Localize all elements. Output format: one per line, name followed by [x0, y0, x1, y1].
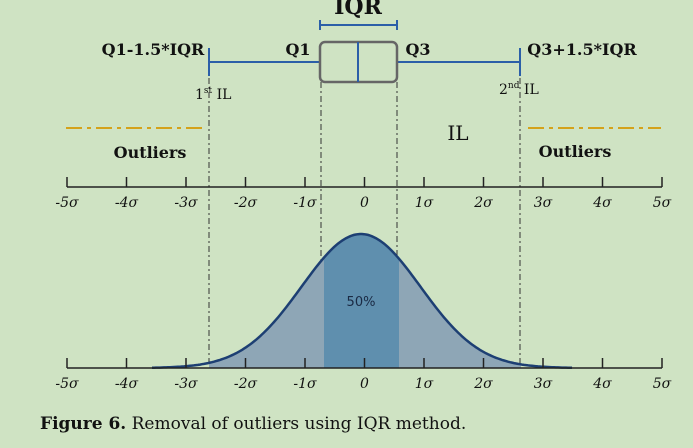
figure-caption: Figure 6. Removal of outliers using IQR …	[40, 414, 466, 434]
iqr-label: IQR	[334, 0, 382, 20]
q3-label: Q3	[405, 40, 430, 59]
q1-label: Q1	[285, 40, 310, 59]
lower-axis-tick-label-7: 2σ	[473, 376, 493, 392]
q1-minus-label: Q1-1.5*IQR	[102, 40, 205, 59]
lower-axis-tick-label-9: 4σ	[592, 376, 612, 392]
upper-axis-tick-label-10: 5σ	[653, 195, 672, 211]
upper-axis-tick-label-1: -4σ	[115, 195, 139, 211]
second-il-label: 2nd IL	[499, 81, 539, 98]
outliers-left-label: Outliers	[114, 143, 187, 162]
caption-text: Removal of outliers using IQR method.	[126, 414, 467, 434]
upper-axis-tick-label-4: -1σ	[293, 195, 317, 211]
lower-axis-tick-label-0: -5σ	[55, 376, 79, 392]
lower-axis-tick-label-10: 5σ	[653, 376, 672, 392]
lower-axis-tick-label-1: -4σ	[115, 376, 139, 392]
il-label: IL	[447, 121, 468, 145]
upper-axis-tick-label-3: -2σ	[234, 195, 258, 211]
upper-axis-tick-label-7: 2σ	[473, 195, 493, 211]
lower-axis-tick-label-6: 1σ	[415, 376, 434, 392]
lower-axis-tick-label-8: 3σ	[534, 376, 553, 392]
upper-axis-tick-label-2: -3σ	[174, 195, 198, 211]
upper-axis-ticks: -5σ -4σ -3σ -2σ -1σ 0 1σ 2σ 3σ 4σ 5σ	[55, 177, 672, 211]
upper-axis-tick-label-6: 1σ	[415, 195, 434, 211]
lower-axis-tick-label-4: -1σ	[293, 376, 317, 392]
percent-label: 50%	[347, 295, 376, 310]
normal-curve	[152, 232, 573, 370]
upper-axis-tick-label-9: 4σ	[592, 195, 612, 211]
upper-axis-tick-label-5: 0	[360, 195, 369, 211]
upper-axis-tick-label-8: 3σ	[534, 195, 553, 211]
q3-plus-label: Q3+1.5*IQR	[527, 40, 637, 59]
curve-fill-iqr	[324, 234, 399, 368]
first-il-label: 1st IL	[195, 86, 231, 103]
caption-label: Figure 6.	[40, 414, 127, 434]
lower-axis-tick-label-5: 0	[360, 376, 369, 392]
outliers-right-label: Outliers	[539, 142, 612, 161]
lower-axis-tick-label-2: -3σ	[174, 376, 198, 392]
lower-axis-tick-label-3: -2σ	[234, 376, 258, 392]
upper-axis-tick-label-0: -5σ	[55, 195, 79, 211]
lower-axis-ticks: -5σ -4σ -3σ -2σ -1σ 0 1σ 2σ 3σ 4σ 5σ	[55, 358, 672, 392]
